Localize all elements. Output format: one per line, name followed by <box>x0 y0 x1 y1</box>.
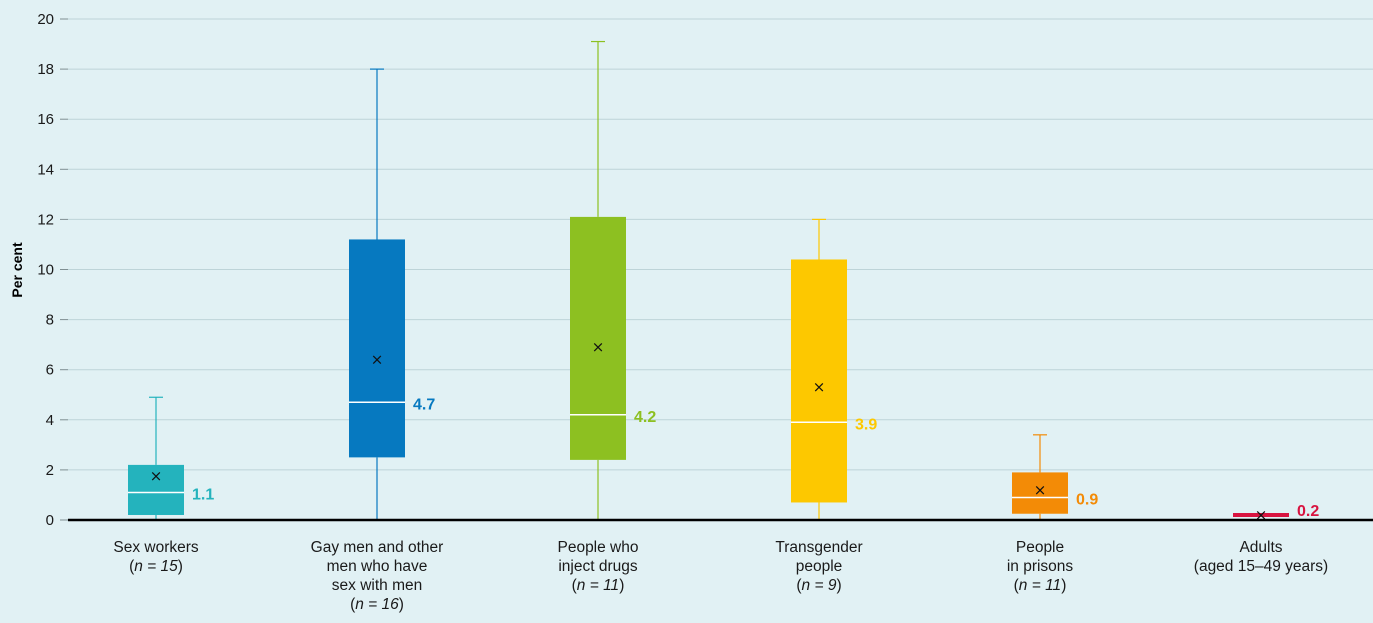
y-tick-label: 0 <box>46 512 54 529</box>
y-tick-label: 18 <box>37 61 54 78</box>
y-tick-label: 14 <box>37 161 54 178</box>
category-label: in prisons <box>1007 558 1074 575</box>
category-labels: Sex workers (n = 15) Gay men and other men … <box>113 539 1328 613</box>
category-n-label: (n = 16) <box>350 596 404 613</box>
category-n-label: (n = 9) <box>796 577 841 594</box>
y-tick-label: 6 <box>46 362 54 379</box>
iqr-box <box>791 259 847 503</box>
y-tick-label: 2 <box>46 462 54 479</box>
category-label: Gay men and other <box>311 539 444 556</box>
box-group: × 0.9 <box>1012 434 1098 520</box>
median-value-label: 1.1 <box>192 486 214 503</box>
mean-marker: × <box>371 351 384 369</box>
y-axis-label: Per cent <box>9 242 25 298</box>
box-group: × 4.2 <box>570 40 656 520</box>
category-n-label: (n = 15) <box>129 558 183 575</box>
median-value-label: 4.7 <box>413 396 435 413</box>
box-group: × 3.9 <box>791 218 877 520</box>
iqr-box <box>1012 472 1068 514</box>
category-label: people <box>796 558 843 575</box>
y-tick-label: 8 <box>46 312 54 329</box>
y-tick-label: 10 <box>37 262 54 279</box>
category-label: Adults <box>1239 539 1282 556</box>
category-label: (aged 15–49 years) <box>1194 558 1328 575</box>
y-tick-label: 12 <box>37 211 54 228</box>
median-value-label: 4.2 <box>634 409 656 426</box>
category-label: inject drugs <box>558 558 638 575</box>
y-tick-label: 16 <box>37 111 54 128</box>
category-label: People who <box>557 539 638 556</box>
plot-area: × 1.1 × 4.7 × 4.2 × 3.9 × 0.9 × 0.2 <box>128 40 1319 524</box>
mean-marker: × <box>592 338 605 356</box>
y-tick-label: 4 <box>46 412 54 429</box>
y-tick-label: 20 <box>37 11 54 28</box>
mean-marker: × <box>813 378 826 396</box>
category-label: men who have <box>327 558 428 575</box>
iqr-box <box>349 239 405 458</box>
iqr-box <box>128 464 184 515</box>
iqr-box <box>570 216 626 460</box>
category-label: People <box>1016 539 1064 556</box>
y-axis-ticks: 0 2 4 6 8 10 12 14 16 18 20 <box>37 11 68 529</box>
median-value-label: 0.2 <box>1297 503 1319 520</box>
mean-marker: × <box>1034 481 1047 499</box>
mean-marker: × <box>150 467 163 485</box>
category-n-label: (n = 11) <box>1014 577 1067 594</box>
box-group: × 4.7 <box>349 68 435 520</box>
category-label: Sex workers <box>113 539 199 556</box>
box-group: × 1.1 <box>128 396 214 520</box>
category-label: sex with men <box>332 577 422 594</box>
mean-marker: × <box>1255 506 1268 524</box>
box-group: × 0.2 <box>1233 503 1319 524</box>
category-label: Transgender <box>775 539 862 556</box>
category-n-label: (n = 11) <box>572 577 625 594</box>
median-value-label: 0.9 <box>1076 491 1098 508</box>
median-value-label: 3.9 <box>855 416 877 433</box>
gridlines <box>68 18 1373 471</box>
